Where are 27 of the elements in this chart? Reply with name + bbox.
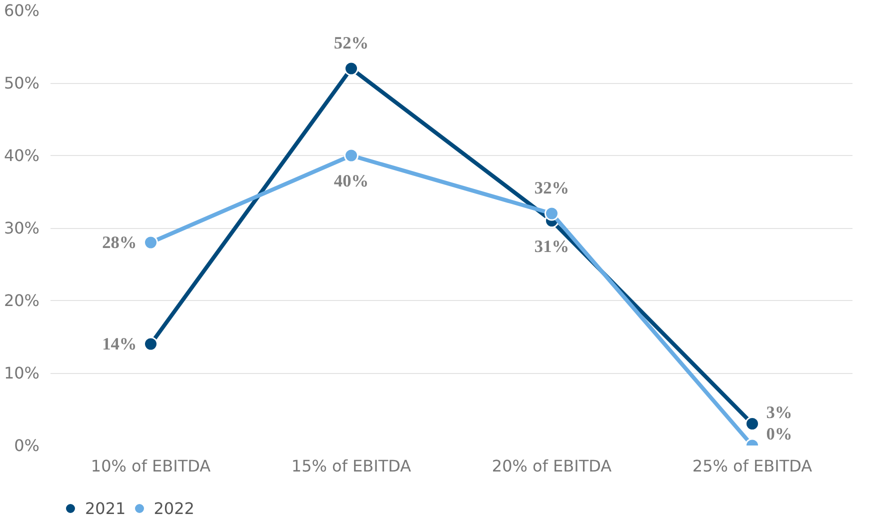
data-label: 28% bbox=[102, 233, 137, 252]
point bbox=[344, 148, 358, 163]
legend-label: 2022 bbox=[154, 498, 194, 518]
data-label: 3% bbox=[766, 402, 792, 422]
y-tick-label: 20% bbox=[4, 291, 40, 310]
data-label: 31% bbox=[534, 236, 570, 256]
point bbox=[144, 336, 158, 352]
data-label: 52% bbox=[334, 34, 369, 52]
legend-label: 2021 bbox=[85, 498, 126, 518]
point bbox=[745, 416, 760, 431]
x-tick-label: 10% of EBITDA bbox=[90, 456, 211, 476]
data-label: 0% bbox=[766, 424, 792, 444]
y-tick-label: 60% bbox=[4, 1, 40, 20]
point bbox=[544, 206, 559, 221]
point bbox=[144, 235, 158, 250]
y-tick-label: 10% bbox=[4, 364, 40, 382]
data-label: 14% bbox=[102, 334, 137, 354]
y-tick-label: 40% bbox=[4, 146, 40, 165]
data-label: 40% bbox=[334, 172, 369, 190]
point bbox=[344, 61, 358, 76]
data-label: 32% bbox=[534, 178, 570, 198]
y-tick-label: 50% bbox=[4, 74, 40, 92]
x-tick-label: 15% of EBITDA bbox=[291, 456, 412, 476]
y-tick-label: 0% bbox=[14, 436, 40, 455]
x-tick-label: 25% of EBITDA bbox=[692, 456, 812, 476]
y-tick-label: 30% bbox=[4, 218, 40, 238]
x-tick-label: 20% of EBITDA bbox=[492, 456, 612, 476]
